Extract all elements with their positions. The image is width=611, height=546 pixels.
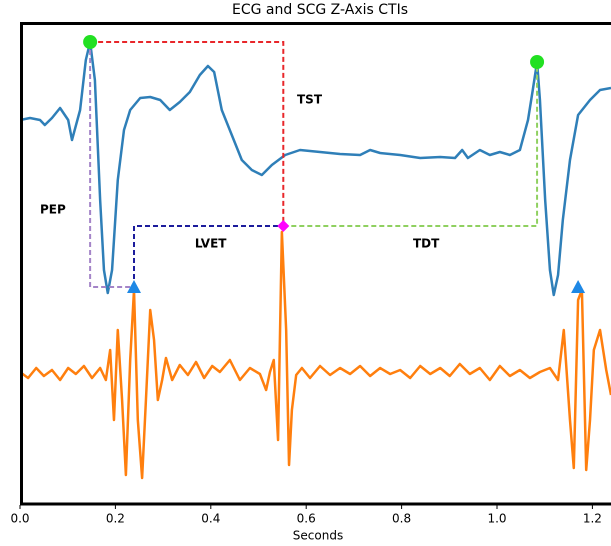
interval-label: TST (297, 93, 323, 107)
x-tick-label: 0.2 (106, 512, 125, 526)
x-tick-label: 0.4 (201, 512, 220, 526)
r-peak-marker (530, 55, 545, 69)
interval-label: TDT (413, 237, 440, 251)
chart-title: ECG and SCG Z-Axis CTIs (232, 2, 408, 18)
ao-marker (127, 280, 142, 293)
x-tick-label: 1.2 (583, 512, 602, 526)
x-axis-label: Seconds (293, 529, 343, 543)
plot-area (20, 35, 611, 480)
ao-marker (571, 280, 586, 293)
interval-line (133, 225, 284, 287)
interval-line (283, 62, 539, 227)
x-tick-label: 0.0 (10, 512, 29, 526)
interval-label: LVET (195, 237, 227, 251)
x-tick-label: 0.8 (392, 512, 411, 526)
interval-line (90, 41, 285, 226)
interval-line (89, 42, 135, 288)
x-tick-label: 0.6 (297, 512, 316, 526)
series-line (20, 40, 611, 297)
r-peak-marker (83, 35, 98, 49)
ac-marker (277, 220, 290, 232)
axes-frame (20, 22, 611, 506)
series-line (20, 230, 611, 480)
interval-label: PEP (40, 203, 66, 217)
x-tick-label: 1.0 (487, 512, 506, 526)
